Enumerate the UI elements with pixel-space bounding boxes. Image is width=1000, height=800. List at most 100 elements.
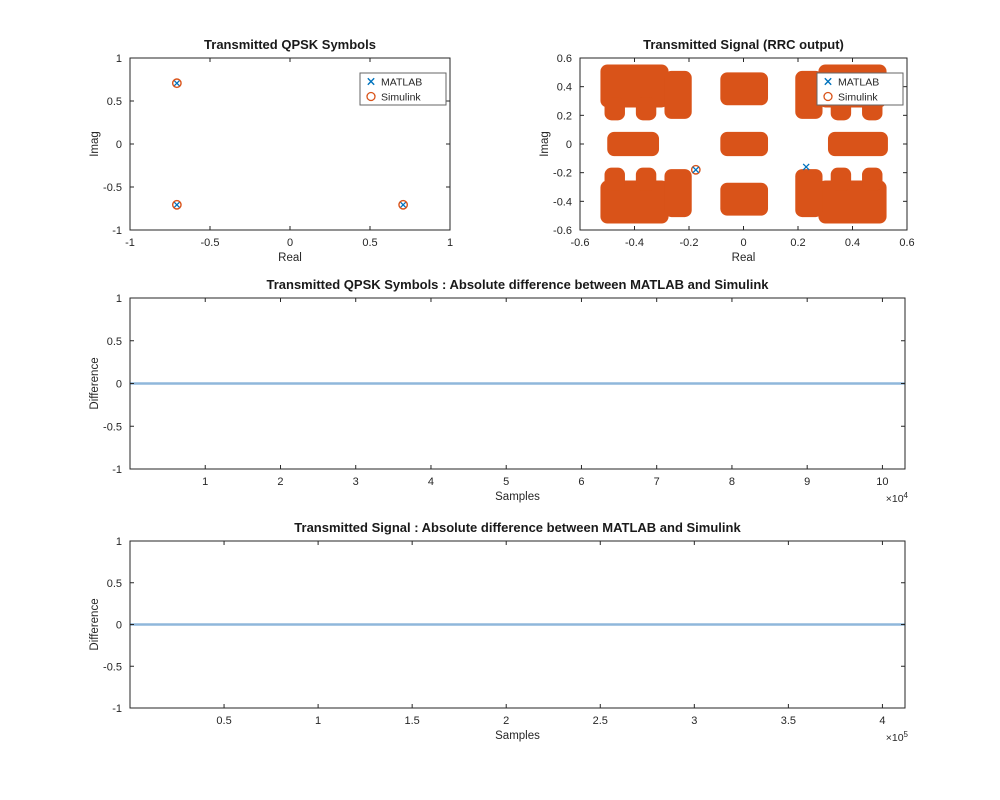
x-tick-label: 2.5 — [593, 715, 608, 727]
x-tick-label: 0.5 — [216, 715, 231, 727]
scatter-cluster — [818, 180, 887, 224]
x-tick-label: -0.5 — [201, 237, 220, 249]
chart-title: Transmitted Signal : Absolute difference… — [294, 520, 741, 535]
y-tick-label: -0.2 — [553, 168, 572, 180]
legend-box — [359, 72, 447, 106]
x-tick-label: 6 — [578, 476, 584, 488]
legend-label: Simulink — [381, 92, 421, 104]
x-axis-label: Samples — [495, 491, 540, 503]
x-tick-label: 0.4 — [845, 237, 860, 249]
scatter-cluster — [830, 167, 852, 191]
y-tick-label: -0.5 — [103, 182, 122, 194]
x-tick-label: 0.2 — [790, 237, 805, 249]
scatter-cluster — [720, 131, 769, 157]
scatter-cluster — [795, 169, 823, 218]
y-tick-label: 0 — [116, 620, 122, 632]
x-tick-label: 0.6 — [899, 237, 914, 249]
scatter-cluster — [720, 72, 769, 106]
scatter-cluster — [664, 70, 692, 119]
y-axis-label: Imag — [539, 131, 551, 157]
y-tick-label: 0.5 — [107, 96, 122, 108]
x-tick-label: 2 — [503, 715, 509, 727]
dense-scatter-clusters — [600, 64, 888, 224]
chart-signal-diff: 0.5 1 1.5 2 2.5 3 3.5 4 1 0.5 0 -0.5 -1 Transmitted S… — [89, 520, 909, 744]
scatter-cluster — [600, 180, 669, 224]
x-tick-label: 1 — [447, 237, 453, 249]
x-tick-label: 4 — [879, 715, 885, 727]
chart-title: Transmitted QPSK Symbols : Absolute diff… — [266, 277, 769, 292]
x-tick-label: 3.5 — [781, 715, 796, 727]
x-tick-label: 3 — [353, 476, 359, 488]
x-tick-label: 10 — [876, 476, 888, 488]
y-tick-label: -1 — [112, 464, 122, 476]
x-tick-label: 1 — [315, 715, 321, 727]
x-tick-label: -0.4 — [625, 237, 644, 249]
chart-title: Transmitted Signal (RRC output) — [643, 37, 844, 52]
legend-label: Simulink — [838, 92, 878, 104]
y-axis-label: Imag — [89, 131, 101, 157]
x-tick-label: 8 — [729, 476, 735, 488]
x-tick-label: 7 — [654, 476, 660, 488]
x-tick-label: 2 — [277, 476, 283, 488]
chart-qpsk-diff: 1 2 3 4 5 6 7 8 9 10 1 0.5 0 -0.5 -1 Transmitted QPSK S… — [89, 277, 909, 505]
legend-o-marker-icon — [823, 91, 833, 102]
simulink-point — [171, 199, 182, 210]
x-tick-label: 1 — [202, 476, 208, 488]
y-tick-label: 0.6 — [557, 53, 572, 65]
y-tick-label: 0.4 — [557, 82, 572, 94]
outlier-points — [690, 163, 810, 175]
simulink-outlier — [690, 164, 701, 175]
scatter-cluster — [635, 167, 657, 191]
axis-ticks: 0.5 1 1.5 2 2.5 3 3.5 4 1 0.5 0 -0.5 -1 — [103, 536, 905, 727]
x-axis-label: Real — [732, 252, 756, 264]
scatter-cluster — [664, 169, 692, 218]
x-tick-label: 1.5 — [405, 715, 420, 727]
simulink-point — [398, 199, 409, 210]
scatter-cluster — [827, 131, 888, 157]
legend: MATLAB Simulink — [359, 72, 447, 106]
y-tick-label: 0.5 — [107, 336, 122, 348]
chart-rrc-output: -0.6 -0.4 -0.2 0 0.2 0.4 0.6 0.6 0.4 0.2 0 -0.2 -0.4… — [539, 37, 915, 264]
y-tick-label: 0 — [566, 139, 572, 151]
y-tick-label: -1 — [112, 703, 122, 715]
x-axis-multiplier: ×105 — [886, 730, 909, 744]
x-tick-label: -0.2 — [680, 237, 699, 249]
x-axis-multiplier: ×104 — [886, 491, 909, 505]
axis-ticks: -0.6 -0.4 -0.2 0 0.2 0.4 0.6 0.6 0.4 0.2 0 -0.2 -0.4… — [553, 53, 915, 249]
legend-x-marker-icon — [367, 77, 375, 86]
y-tick-label: -0.5 — [103, 661, 122, 673]
y-tick-label: 1 — [116, 536, 122, 548]
scatter-cluster — [635, 97, 657, 121]
x-axis-label: Samples — [495, 730, 540, 742]
y-tick-label: 0.2 — [557, 110, 572, 122]
y-tick-label: -0.6 — [553, 225, 572, 237]
x-tick-label: -0.6 — [571, 237, 590, 249]
y-axis-label: Difference — [89, 598, 101, 650]
y-tick-label: 0 — [116, 379, 122, 391]
matlab-point — [173, 79, 181, 87]
y-tick-label: -0.5 — [103, 421, 122, 433]
y-tick-label: 0.5 — [107, 578, 122, 590]
x-tick-label: 3 — [691, 715, 697, 727]
legend-o-marker-icon — [366, 91, 376, 102]
y-axis-label: Difference — [89, 357, 101, 409]
x-tick-label: 0 — [287, 237, 293, 249]
matlab-outlier — [802, 163, 810, 171]
scatter-cluster — [607, 131, 660, 157]
x-tick-label: 5 — [503, 476, 509, 488]
x-tick-label: 0.5 — [362, 237, 377, 249]
legend: MATLAB Simulink — [816, 72, 904, 106]
scatter-cluster — [795, 70, 823, 119]
x-tick-label: 0 — [740, 237, 746, 249]
legend-label: MATLAB — [838, 77, 879, 89]
axis-ticks: -1 -0.5 0 0.5 1 1 0.5 0 -0.5 -1 — [103, 53, 453, 249]
matlab-point — [399, 201, 407, 209]
y-tick-label: 0 — [116, 139, 122, 151]
chart-qpsk-symbols: -1 -0.5 0 0.5 1 1 0.5 0 -0.5 -1 Transmitted QPSK S… — [89, 37, 453, 264]
x-tick-label: 4 — [428, 476, 434, 488]
chart-title: Transmitted QPSK Symbols — [204, 37, 376, 52]
axis-ticks: 1 2 3 4 5 6 7 8 9 10 1 0.5 0 -0.5 -1 — [103, 293, 905, 488]
scatter-cluster — [862, 167, 883, 191]
